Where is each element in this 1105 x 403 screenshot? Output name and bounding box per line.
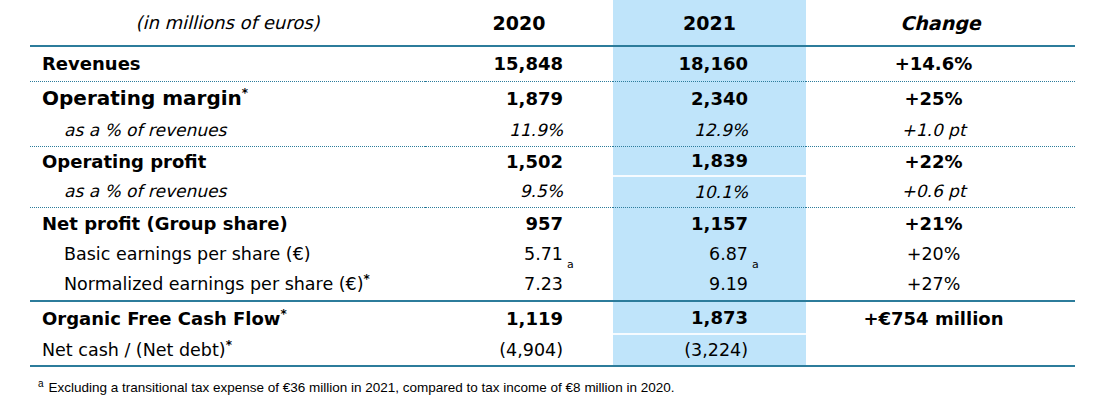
cell-change-value: +€754 million xyxy=(806,301,1075,334)
cell-2021-value: 12.9% xyxy=(613,115,806,146)
header-2021-highlighted: 2021 xyxy=(613,0,806,46)
cell-change-value: +21% xyxy=(806,207,1075,240)
cell-2021-value: 1,873 xyxy=(613,301,806,334)
table-row-net-profit: Net profit (Group share) 957 1,157 +21% xyxy=(30,207,1075,240)
row-label: as a % of revenues xyxy=(30,176,425,207)
cell-2020-value: 7.23a xyxy=(425,268,613,301)
cell-change-value: +27% xyxy=(806,268,1075,301)
asterisk-marker: * xyxy=(280,307,286,321)
cell-change-value xyxy=(806,334,1075,366)
cell-2020-value: 957 xyxy=(425,207,613,240)
footnote-a-marker: a xyxy=(38,378,44,389)
table-body: Revenues 15,848 18,160 +14.6% Operating … xyxy=(30,46,1075,366)
row-label: Net profit (Group share) xyxy=(30,207,425,240)
row-label: Revenues xyxy=(30,46,425,81)
table-row-profit-pct-of-revenues: as a % of revenues 9.5% 10.1% +0.6 pt xyxy=(30,176,1075,207)
row-label: Net cash / (Net debt)* xyxy=(30,334,425,366)
table-row-organic-free-cash-flow: Organic Free Cash Flow* 1,119 1,873 +€75… xyxy=(30,301,1075,334)
row-label: as a % of revenues xyxy=(30,115,425,146)
cell-2021-value: 1,839 xyxy=(613,146,806,176)
table-row-net-cash: Net cash / (Net debt)* (4,904) (3,224) xyxy=(30,334,1075,366)
asterisk-marker: * xyxy=(242,87,248,101)
cell-change-value: +0.6 pt xyxy=(806,176,1075,207)
cell-2020-value: 15,848 xyxy=(425,46,613,81)
row-label: Operating margin* xyxy=(30,81,425,115)
table-row-margin-pct-of-revenues: as a % of revenues 11.9% 12.9% +1.0 pt xyxy=(30,115,1075,146)
cell-2020-value: 1,119 xyxy=(425,301,613,334)
footnote: a Excluding a transitional tax expense of… xyxy=(30,380,1075,395)
cell-2021-value: 9.19a xyxy=(613,268,806,301)
cell-2021-value: 1,157 xyxy=(613,207,806,240)
cell-2021-value: (3,224) xyxy=(613,334,806,366)
cell-change-value: +25% xyxy=(806,81,1075,115)
row-label: Organic Free Cash Flow* xyxy=(30,301,425,334)
table-header: (in millions of euros) 2020 2021 Change xyxy=(30,0,1075,46)
cell-change-value: +14.6% xyxy=(806,46,1075,81)
table-row-revenues: Revenues 15,848 18,160 +14.6% xyxy=(30,46,1075,81)
cell-2021-value: 6.87 xyxy=(613,240,806,268)
cell-2020-value: 11.9% xyxy=(425,115,613,146)
header-row: (in millions of euros) 2020 2021 Change xyxy=(30,0,1075,46)
row-label: Operating profit xyxy=(30,146,425,176)
table-row-operating-profit: Operating profit 1,502 1,839 +22% xyxy=(30,146,1075,176)
asterisk-marker: * xyxy=(226,338,232,352)
footnote-text: Excluding a transitional tax expense of … xyxy=(49,380,675,395)
row-label: Normalized earnings per share (€)* xyxy=(30,268,425,301)
header-unit-label: (in millions of euros) xyxy=(30,0,425,46)
cell-change-value: +22% xyxy=(806,146,1075,176)
table-row-normalized-eps: Normalized earnings per share (€)* 7.23a… xyxy=(30,268,1075,301)
cell-change-value: +20% xyxy=(806,240,1075,268)
cell-2020-value: 1,879 xyxy=(425,81,613,115)
cell-2021-value: 2,340 xyxy=(613,81,806,115)
financial-results-page: (in millions of euros) 2020 2021 Change … xyxy=(0,0,1105,403)
cell-2020-value: 9.5% xyxy=(425,176,613,207)
table-row-basic-eps: Basic earnings per share (€) 5.71 6.87 +… xyxy=(30,240,1075,268)
cell-2021-value: 18,160 xyxy=(613,46,806,81)
cell-change-value: +1.0 pt xyxy=(806,115,1075,146)
cell-2020-value: 1,502 xyxy=(425,146,613,176)
cell-2021-value: 10.1% xyxy=(613,176,806,207)
table-row-operating-margin: Operating margin* 1,879 2,340 +25% xyxy=(30,81,1075,115)
asterisk-marker: * xyxy=(364,272,370,286)
header-change: Change xyxy=(806,0,1075,46)
row-label: Basic earnings per share (€) xyxy=(30,240,425,268)
cell-2020-value: 5.71 xyxy=(425,240,613,268)
cell-2020-value: (4,904) xyxy=(425,334,613,366)
financial-results-table: (in millions of euros) 2020 2021 Change … xyxy=(30,0,1075,367)
header-2020: 2020 xyxy=(425,0,613,46)
